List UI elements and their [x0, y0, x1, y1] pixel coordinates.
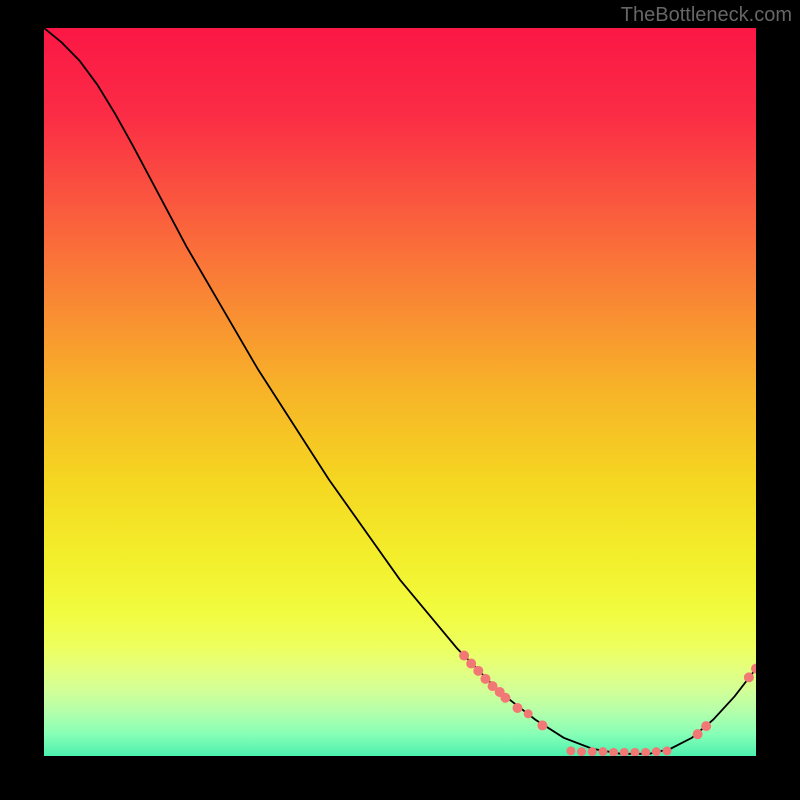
plot-area — [44, 28, 756, 756]
markers-group — [459, 651, 756, 756]
data-marker — [566, 746, 575, 755]
watermark-text: TheBottleneck.com — [621, 4, 792, 27]
data-marker — [751, 664, 756, 674]
chart-overlay — [44, 28, 756, 756]
data-marker — [512, 703, 522, 713]
data-marker — [466, 659, 476, 669]
data-marker — [663, 746, 672, 755]
data-marker — [630, 748, 639, 756]
data-marker — [524, 709, 533, 718]
data-marker — [500, 693, 510, 703]
data-marker — [620, 748, 629, 756]
data-marker — [473, 666, 483, 676]
data-marker — [537, 720, 547, 730]
curve-line — [44, 28, 756, 754]
data-marker — [744, 672, 754, 682]
data-marker — [652, 747, 661, 756]
data-marker — [693, 729, 703, 739]
data-marker — [609, 748, 618, 756]
data-marker — [588, 747, 597, 756]
data-marker — [641, 748, 650, 756]
data-marker — [480, 674, 490, 684]
data-marker — [701, 721, 711, 731]
data-marker — [577, 747, 586, 756]
data-marker — [459, 651, 469, 661]
data-marker — [598, 747, 607, 756]
